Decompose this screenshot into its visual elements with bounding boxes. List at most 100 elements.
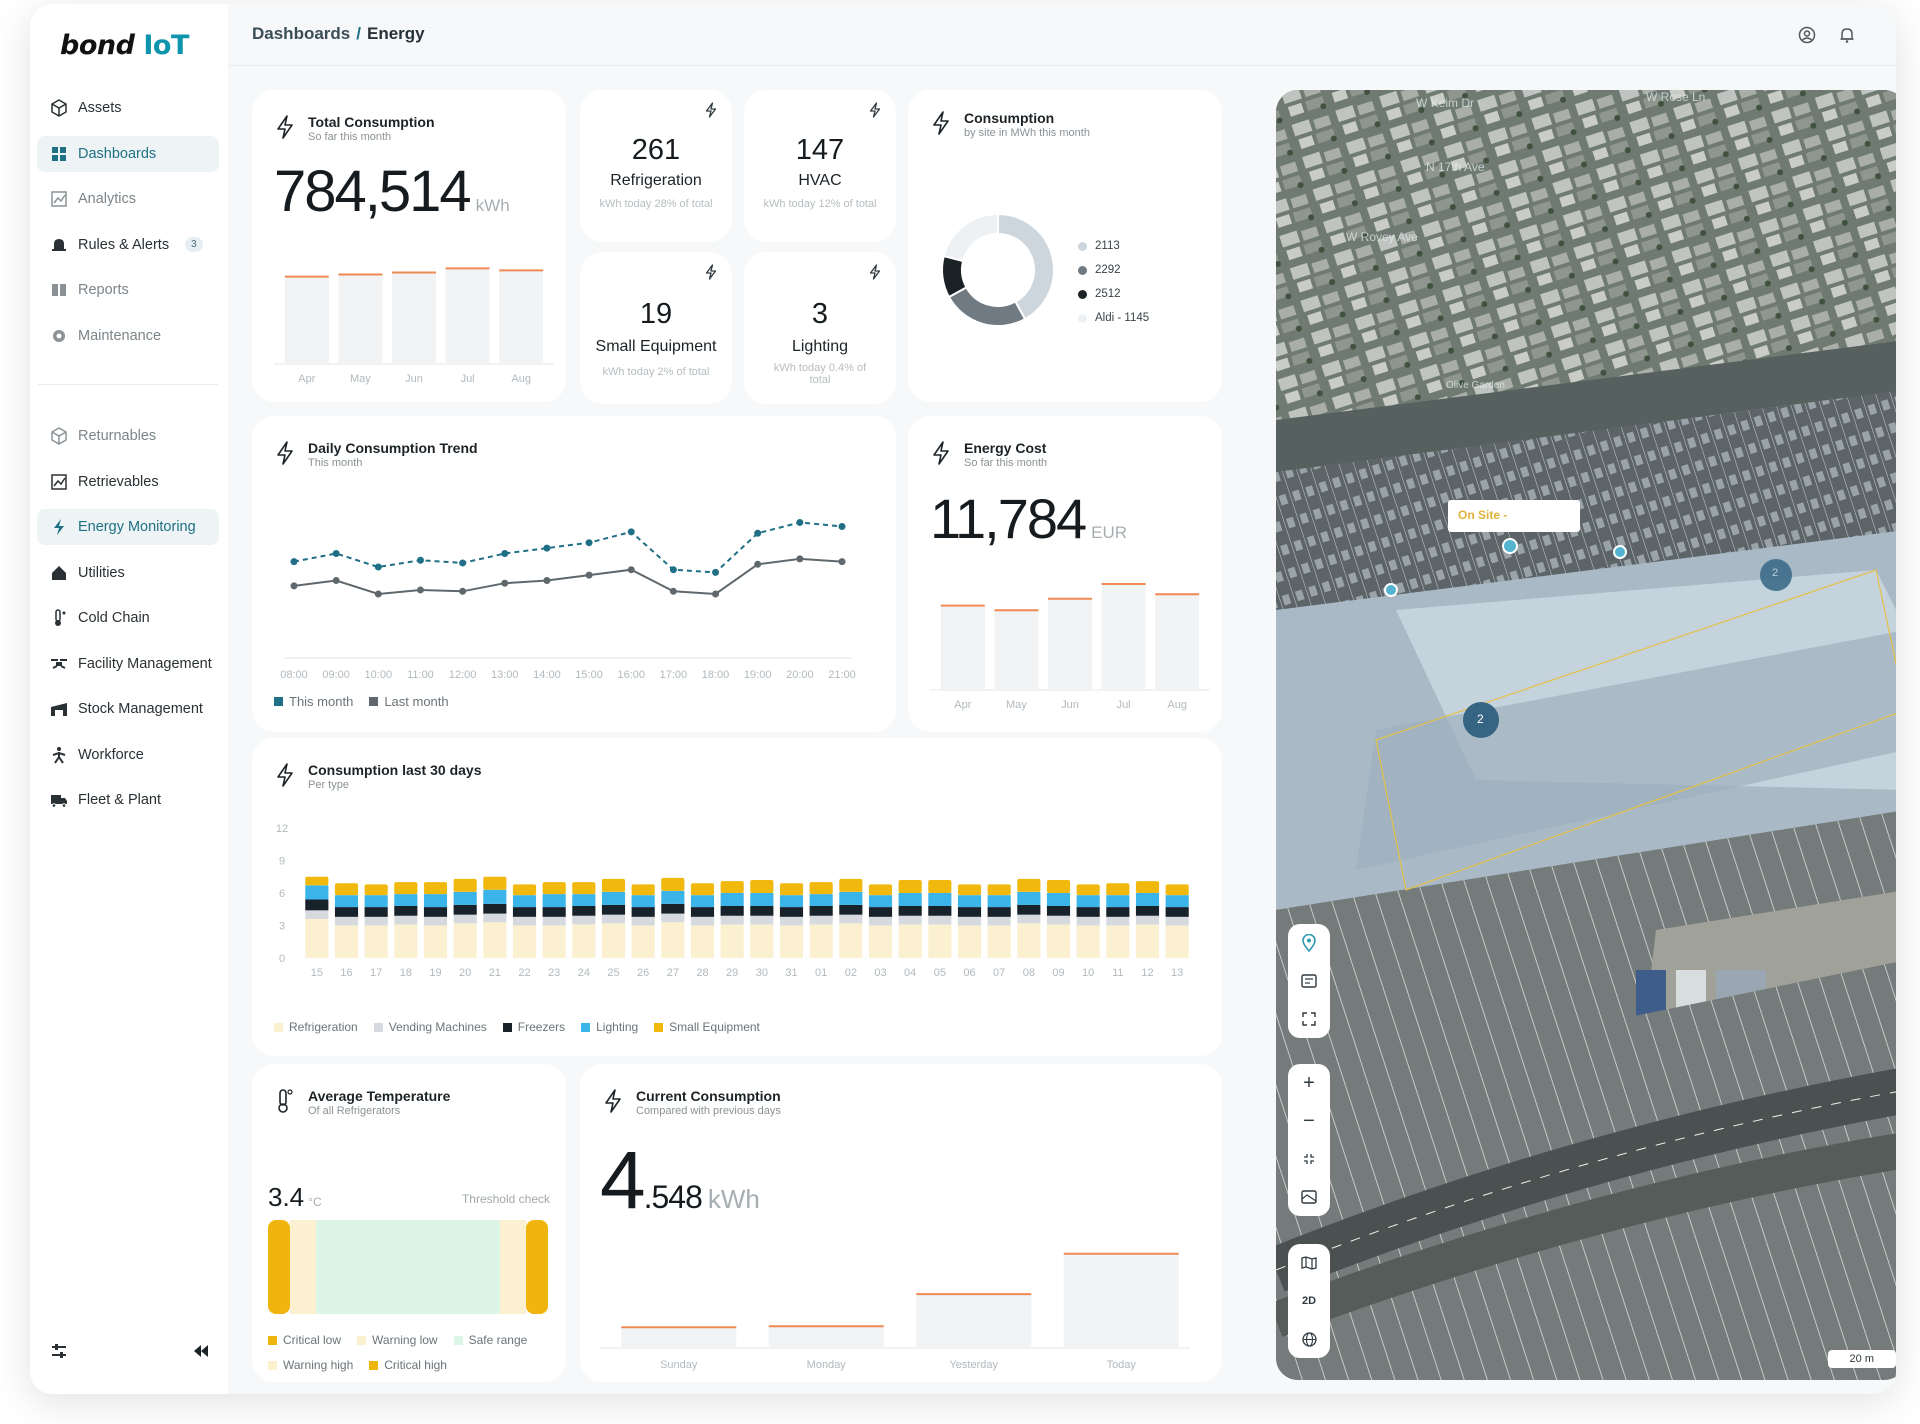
stack-segment[interactable] xyxy=(572,906,596,916)
stack-segment[interactable] xyxy=(1076,916,1100,926)
breadcrumb-parent[interactable]: Dashboards xyxy=(252,24,351,43)
sidebar-item-facility-management[interactable]: Facility Management xyxy=(37,646,219,682)
stack-segment[interactable] xyxy=(1106,883,1130,896)
stack-segment[interactable] xyxy=(453,923,477,958)
sidebar-item-energy-monitoring[interactable]: Energy Monitoring xyxy=(37,509,219,545)
stack-segment[interactable] xyxy=(661,877,685,891)
stack-segment[interactable] xyxy=(512,925,537,959)
globe-icon[interactable] xyxy=(1288,1320,1330,1358)
data-point[interactable] xyxy=(459,587,467,595)
donut-slice[interactable] xyxy=(947,285,1027,327)
stack-segment[interactable] xyxy=(1135,924,1160,958)
stack-segment[interactable] xyxy=(572,924,596,958)
stack-segment[interactable] xyxy=(423,925,448,959)
stack-segment[interactable] xyxy=(779,916,804,926)
data-point[interactable] xyxy=(838,523,846,530)
bar[interactable] xyxy=(284,276,329,364)
data-point[interactable] xyxy=(712,568,720,576)
stack-segment[interactable] xyxy=(661,890,685,904)
stack-segment[interactable] xyxy=(750,924,774,958)
sidebar-item-retrievables[interactable]: Retrievables xyxy=(37,464,219,500)
data-point[interactable] xyxy=(543,544,551,552)
map-sensor-marker[interactable] xyxy=(1613,545,1627,559)
stack-segment[interactable] xyxy=(957,925,982,959)
data-point[interactable] xyxy=(290,558,298,566)
stack-segment[interactable] xyxy=(1076,907,1100,917)
collapse-sidebar-icon[interactable] xyxy=(192,1342,210,1365)
stack-segment[interactable] xyxy=(779,883,804,896)
data-point[interactable] xyxy=(669,566,677,574)
bar[interactable] xyxy=(916,1294,1032,1348)
location-pin-icon[interactable] xyxy=(1288,924,1330,962)
data-point[interactable] xyxy=(796,518,804,526)
stack-segment[interactable] xyxy=(987,907,1011,917)
stack-segment[interactable] xyxy=(1106,895,1130,908)
stack-segment[interactable] xyxy=(1046,924,1071,958)
bar[interactable] xyxy=(392,272,436,364)
stack-segment[interactable] xyxy=(720,924,744,958)
data-point[interactable] xyxy=(501,579,509,587)
map-sensor-marker[interactable] xyxy=(1502,538,1518,554)
stack-segment[interactable] xyxy=(542,882,566,895)
onsite-tooltip[interactable]: On Site - xyxy=(1448,500,1580,532)
stack-segment[interactable] xyxy=(305,885,329,900)
data-point[interactable] xyxy=(416,586,424,594)
stack-segment[interactable] xyxy=(1106,916,1130,926)
stack-segment[interactable] xyxy=(987,884,1011,896)
stack-segment[interactable] xyxy=(423,916,448,926)
stack-segment[interactable] xyxy=(364,895,388,908)
data-point[interactable] xyxy=(754,560,762,568)
donut-slice[interactable] xyxy=(942,212,999,263)
bar[interactable] xyxy=(499,270,544,364)
legend-item[interactable]: Lighting xyxy=(581,1020,638,1034)
legend-item[interactable]: Freezers xyxy=(502,1020,565,1034)
stack-segment[interactable] xyxy=(1017,878,1041,892)
map-cluster-marker[interactable] xyxy=(1463,702,1499,738)
stack-segment[interactable] xyxy=(750,915,774,925)
sidebar-item-stock-management[interactable]: Stock Management xyxy=(37,691,219,727)
stack-segment[interactable] xyxy=(334,925,359,959)
stack-segment[interactable] xyxy=(631,907,655,917)
legend-item[interactable]: Refrigeration xyxy=(274,1020,358,1034)
stack-segment[interactable] xyxy=(750,906,774,916)
stack-segment[interactable] xyxy=(690,907,715,917)
stack-segment[interactable] xyxy=(898,915,922,925)
stack-segment[interactable] xyxy=(987,925,1011,959)
stack-segment[interactable] xyxy=(1106,925,1130,959)
stack-segment[interactable] xyxy=(542,894,566,908)
sidebar-item-assets[interactable]: Assets xyxy=(37,90,219,126)
sidebar-item-rules-alerts[interactable]: Rules & Alerts 3 xyxy=(37,227,219,263)
stack-segment[interactable] xyxy=(661,903,685,914)
bar[interactable] xyxy=(940,605,985,690)
stack-segment[interactable] xyxy=(601,878,626,892)
stack-segment[interactable] xyxy=(1046,880,1071,893)
bar[interactable] xyxy=(338,274,383,364)
data-point[interactable] xyxy=(459,559,467,567)
stack-segment[interactable] xyxy=(1046,906,1071,916)
bar[interactable] xyxy=(1101,583,1146,690)
bar[interactable] xyxy=(1048,598,1092,690)
stack-segment[interactable] xyxy=(631,925,655,959)
bar[interactable] xyxy=(621,1327,737,1348)
stack-segment[interactable] xyxy=(453,904,477,915)
sidebar-item-utilities[interactable]: Utilities xyxy=(37,555,219,591)
data-point[interactable] xyxy=(543,577,551,584)
sidebar-item-fleet-plant[interactable]: Fleet & Plant xyxy=(37,782,219,818)
donut-slice[interactable] xyxy=(997,212,1055,321)
data-point[interactable] xyxy=(290,582,298,590)
data-point[interactable] xyxy=(627,566,635,574)
data-point[interactable] xyxy=(332,577,340,584)
stack-segment[interactable] xyxy=(957,907,982,917)
stack-segment[interactable] xyxy=(898,906,922,916)
stack-segment[interactable] xyxy=(1017,923,1041,958)
stack-segment[interactable] xyxy=(453,891,477,905)
stack-segment[interactable] xyxy=(720,915,744,925)
stack-segment[interactable] xyxy=(631,895,655,908)
stack-segment[interactable] xyxy=(483,922,507,958)
stack-segment[interactable] xyxy=(957,916,982,926)
stack-segment[interactable] xyxy=(720,906,744,916)
stack-segment[interactable] xyxy=(334,895,359,908)
stack-segment[interactable] xyxy=(750,880,774,893)
stack-segment[interactable] xyxy=(868,884,893,896)
stack-segment[interactable] xyxy=(364,884,388,896)
